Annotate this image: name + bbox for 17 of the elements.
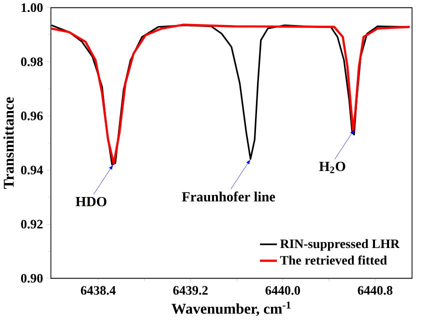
y-tick-label: 0.90 [21, 274, 43, 283]
legend-label: The retrieved fitted [280, 255, 387, 265]
x-tick-label: 6440.8 [358, 286, 392, 295]
legend-label: RIN-suppressed LHR [280, 239, 400, 251]
x-tick-label: 6438.4 [80, 286, 116, 295]
annotation: HDO [76, 196, 106, 206]
y-tick-label: 0.98 [21, 57, 43, 66]
annotation: H$_{2}$O [319, 162, 346, 174]
y-axis-title: Transmittance [3, 97, 14, 189]
x-tick-label: 6440.0 [266, 286, 300, 295]
y-tick-label: 0.96 [21, 112, 43, 120]
y-tick-label: 0.92 [21, 220, 43, 229]
y-tick-label: 0.94 [21, 166, 43, 174]
x-tick-label: 6439.2 [173, 286, 208, 295]
x-axis-title: Wavenumber, cm$^{-1}$ [172, 302, 290, 316]
annotation: Fraunhofer line [182, 191, 276, 202]
y-tick-label: 1.00 [22, 3, 43, 12]
